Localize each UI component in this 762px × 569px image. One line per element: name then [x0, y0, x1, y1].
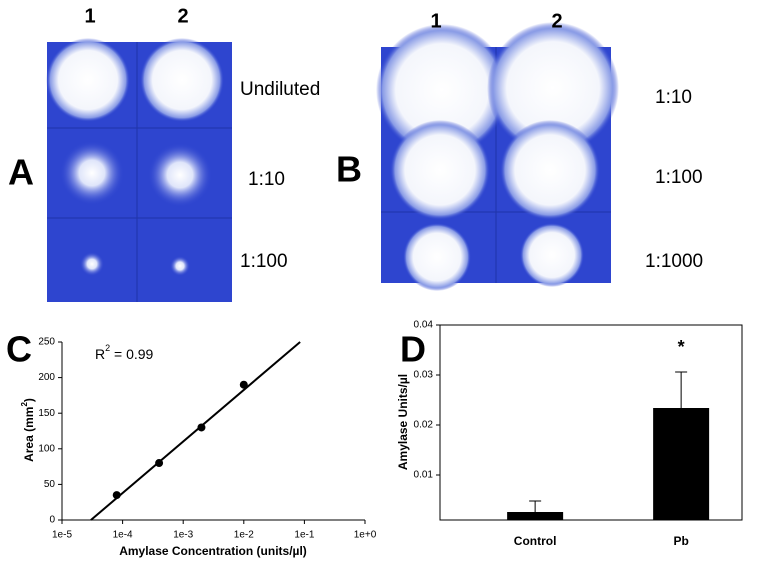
y-tick-label: 0.04 — [414, 320, 434, 331]
plot-frame — [439, 324, 743, 521]
row-label: 1:1000 — [645, 251, 703, 272]
y-tick-label: 150 — [38, 408, 55, 419]
y-tick-label: 0.02 — [414, 420, 434, 431]
row-label: Undiluted — [240, 79, 320, 100]
error-bar — [675, 371, 688, 408]
column-label: 1 — [84, 5, 95, 27]
y-tick-label: 200 — [38, 372, 55, 383]
x-axis-label: Amylase Concentration (units/µl) — [119, 544, 307, 558]
bar — [507, 512, 564, 520]
gel-image-b — [376, 22, 619, 291]
point — [155, 459, 164, 468]
point — [112, 491, 121, 500]
row-label: 1:10 — [248, 169, 285, 190]
y-tick-label: 50 — [44, 479, 56, 490]
x-tick-label: 1e-1 — [294, 530, 314, 541]
x-tick-label: Pb — [673, 534, 688, 548]
column-label: 1 — [430, 10, 441, 32]
panel-label: A — [8, 152, 34, 193]
x-tick-label: 1e-3 — [173, 530, 193, 541]
y-tick-label: 0.01 — [414, 470, 434, 481]
y-tick-label: 250 — [38, 337, 55, 348]
column-label: 2 — [551, 10, 562, 32]
y-axis-label: Amylase Units/µl — [396, 374, 410, 470]
x-tick-label: 1e+0 — [354, 530, 377, 541]
x-tick-label: Control — [514, 534, 557, 548]
panel-label: B — [336, 149, 362, 190]
row-label: 1:10 — [655, 87, 692, 108]
column-label: 2 — [177, 5, 188, 27]
x-tick-label: 1e-2 — [234, 530, 254, 541]
bar — [653, 408, 710, 520]
significance-label: * — [678, 337, 685, 357]
y-tick-label: 100 — [38, 443, 55, 454]
y-tick-label: 0 — [49, 515, 55, 526]
point — [239, 380, 248, 389]
x-tick-label: 1e-5 — [52, 530, 72, 541]
x-tick-label: 1e-4 — [113, 530, 133, 541]
y-axis-label: Area (mm2) — [20, 398, 36, 462]
row-label: 1:100 — [655, 167, 703, 188]
annotation: R2 = 0.99 — [95, 343, 154, 361]
y-tick-label: 0.03 — [414, 370, 434, 381]
point — [197, 423, 206, 432]
gel-image-a — [46, 38, 232, 302]
trend-line — [90, 341, 301, 521]
row-label: 1:100 — [240, 251, 288, 272]
panel-label: C — [6, 329, 32, 370]
error-bar — [529, 500, 542, 512]
panel-label: D — [400, 329, 426, 370]
